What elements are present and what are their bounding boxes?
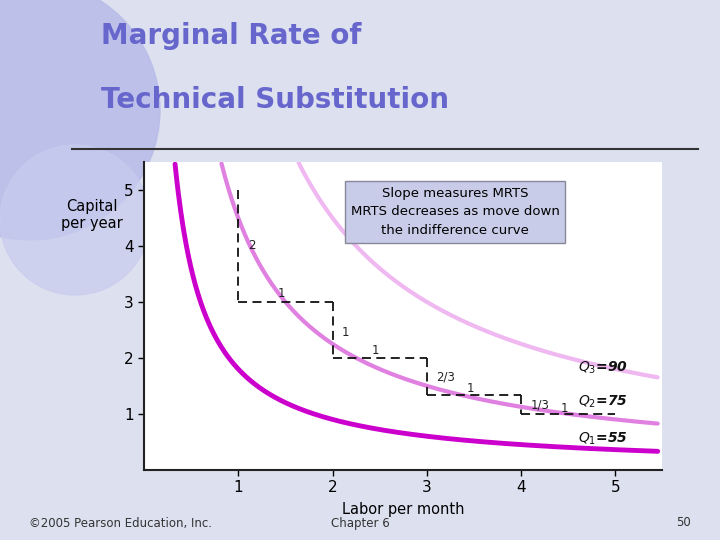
Text: Slope measures MRTS
MRTS decreases as move down
the indifference curve: Slope measures MRTS MRTS decreases as mo… [351,187,559,237]
Text: 1: 1 [467,382,474,395]
Circle shape [0,0,160,240]
Text: 1: 1 [278,287,285,300]
Text: ©2005 Pearson Education, Inc.: ©2005 Pearson Education, Inc. [29,516,212,530]
Text: Marginal Rate of: Marginal Rate of [101,22,361,50]
Circle shape [0,145,150,295]
Text: $Q_1$=55: $Q_1$=55 [577,430,627,447]
Text: 1: 1 [372,344,379,357]
Text: 1: 1 [342,326,349,339]
Y-axis label: Capital
per year: Capital per year [61,199,123,231]
Text: $Q_3$=90: $Q_3$=90 [577,360,628,376]
Text: 1: 1 [561,402,568,415]
Text: $Q_2$=75: $Q_2$=75 [577,393,627,410]
Text: 2: 2 [248,239,255,252]
Text: 2/3: 2/3 [436,371,455,384]
X-axis label: Labor per month: Labor per month [342,502,464,517]
Text: Chapter 6: Chapter 6 [330,516,390,530]
Text: 50: 50 [677,516,691,530]
Text: 1/3: 1/3 [531,399,549,412]
Text: Technical Substitution: Technical Substitution [101,86,449,114]
